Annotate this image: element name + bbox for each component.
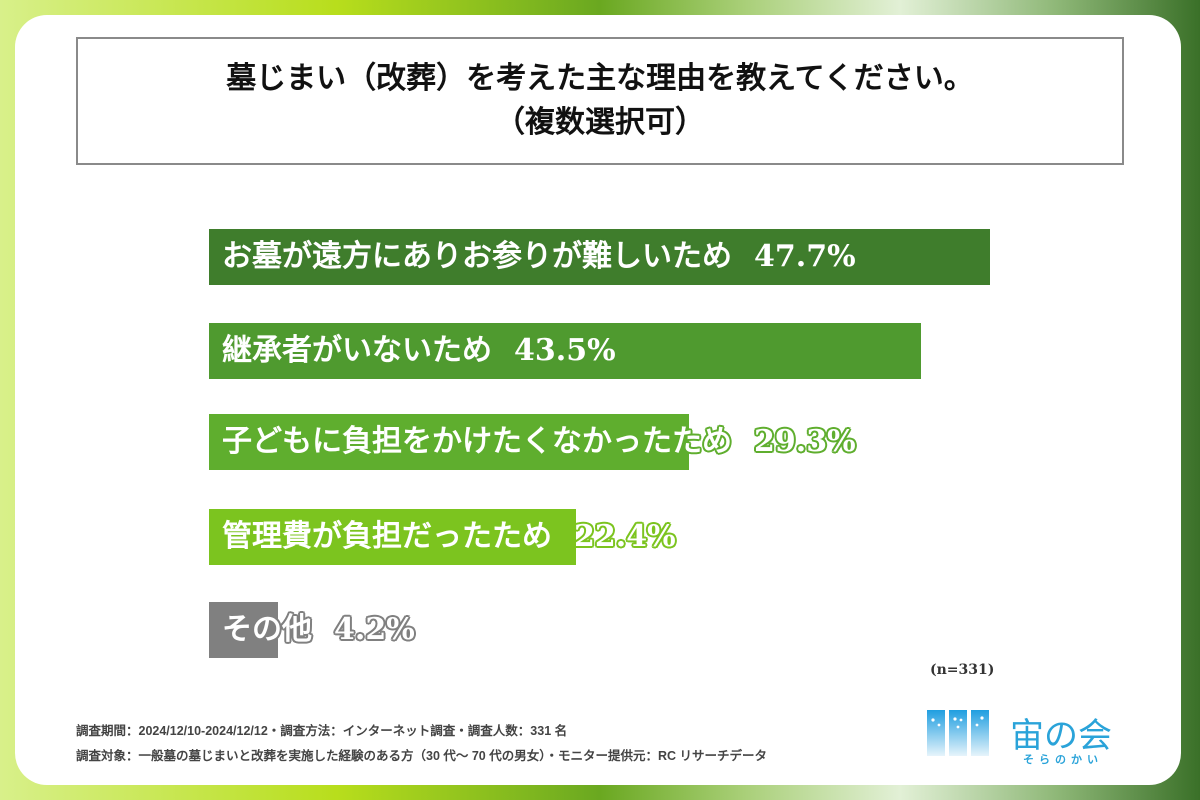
category-label: その他 xyxy=(222,612,312,647)
bar xyxy=(209,414,689,470)
value-label: 43.5% xyxy=(514,333,616,368)
category-label: 子どもに負担をかけたくなかったため xyxy=(222,424,732,459)
bar-label: 子どもに負担をかけたくなかったため 29.3% xyxy=(222,414,856,470)
value-label: 4.2% xyxy=(334,612,415,647)
value-label: 29.3% xyxy=(754,424,856,459)
logo-reading: そらのかい xyxy=(1023,753,1103,766)
title-line-1: 墓じまい（改葬）を考えた主な理由を教えてください。 xyxy=(226,61,974,96)
value-label: 22.4% xyxy=(574,519,676,554)
sample-size: (n=331) xyxy=(930,662,995,678)
bar-label: 管理費が負担だったため 22.4% xyxy=(222,509,676,565)
bar-label: 継承者がいないため 43.5% xyxy=(222,323,616,379)
bar xyxy=(209,323,922,379)
category-label: 継承者がいないため xyxy=(222,333,492,368)
bar xyxy=(209,229,990,285)
title-box: 墓じまい（改葬）を考えた主な理由を教えてください。 （複数選択可） xyxy=(76,37,1124,165)
bar xyxy=(209,602,278,658)
bar-label: その他 4.2% xyxy=(222,602,415,658)
bar-label: お墓が遠方にありお参りが難しいため 47.7% xyxy=(222,229,856,285)
value-label: 47.7% xyxy=(754,239,856,274)
bar xyxy=(209,509,576,565)
title-line-2: （複数選択可） xyxy=(495,105,705,140)
category-label: 管理費が負担だったため xyxy=(222,519,552,554)
footer-survey-period: 調査期間：2024/12/10-2024/12/12・調査方法：インターネット調… xyxy=(76,724,568,738)
logo-mark-icon xyxy=(927,710,989,756)
category-label: お墓が遠方にありお参りが難しいため xyxy=(222,239,732,274)
logo: 宙の会 そらのかい xyxy=(925,708,1135,768)
footer-survey-target: 調査対象：一般墓の墓じまいと改葬を実施した経験のある方（30 代～ 70 代の男… xyxy=(76,749,768,763)
logo-name: 宙の会 xyxy=(1010,716,1112,756)
